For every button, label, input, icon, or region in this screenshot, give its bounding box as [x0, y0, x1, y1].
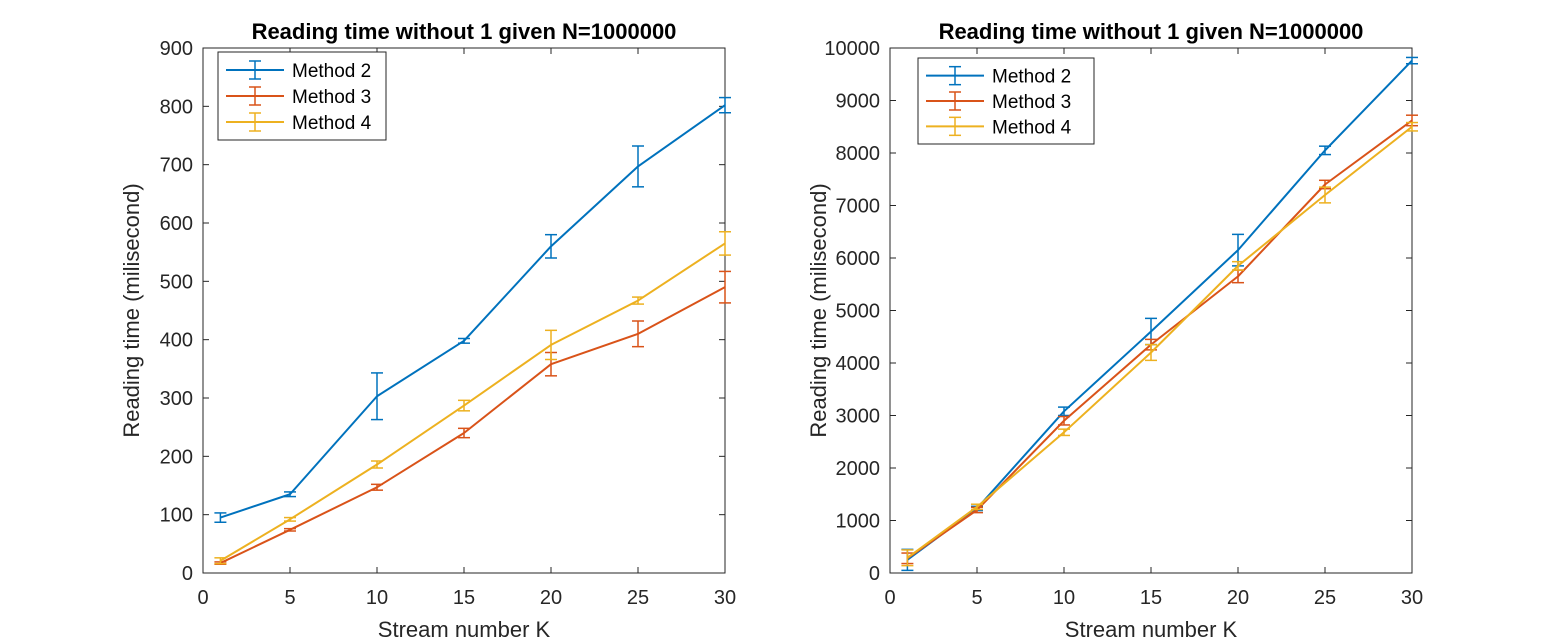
y-tick-label: 8000 — [836, 143, 881, 165]
legend-label: Method 4 — [292, 113, 372, 134]
y-tick-label: 4000 — [836, 353, 881, 375]
chart-left: 0 5 10 15 20 25 300100200300400500600700800900… — [119, 19, 736, 642]
y-tick-label: 5000 — [836, 301, 881, 323]
y-tick-label: 500 — [160, 271, 193, 293]
y-tick-label: 10000 — [824, 38, 880, 60]
y-tick-label: 800 — [160, 96, 193, 118]
legend-label: Method 2 — [292, 61, 371, 82]
x-tick-label: 15 — [453, 587, 475, 609]
x-tick-label: 30 — [714, 587, 736, 609]
y-tick-label: 200 — [160, 446, 193, 468]
x-tick-label: 5 — [284, 587, 295, 609]
x-tick-label: 0 — [197, 587, 208, 609]
legend-label: Method 2 — [992, 67, 1071, 88]
y-tick-label: 6000 — [836, 248, 881, 270]
y-axis-label: Reading time (milisecond) — [119, 183, 144, 437]
x-axis-label: Stream number K — [1065, 617, 1238, 642]
y-tick-label: 7000 — [836, 196, 881, 218]
legend-label: Method 4 — [992, 117, 1072, 138]
chart-right: 0 5 10 15 20 25 30 0 1000 2000 3000 4000 5000 6000 700… — [806, 19, 1423, 642]
y-tick-label: 9000 — [836, 91, 881, 113]
y-axis-label: Reading time (milisecond) — [806, 183, 831, 437]
y-tick-label: 700 — [160, 155, 193, 177]
y-tick-label: 600 — [160, 213, 193, 235]
chart-title: Reading time without 1 given N=1000000 — [252, 19, 677, 44]
y-tick-label: 100 — [160, 505, 193, 527]
y-tick-label: 400 — [160, 330, 193, 352]
y-tick-label: 300 — [160, 388, 193, 410]
x-tick-label: 30 — [1401, 587, 1423, 609]
chart-title: Reading time without 1 given N=1000000 — [939, 19, 1364, 44]
x-tick-label: 25 — [1314, 587, 1336, 609]
x-axis-label: Stream number K — [378, 617, 551, 642]
x-tick-label: 10 — [1053, 587, 1075, 609]
x-tick-label: 20 — [540, 587, 562, 609]
x-tick-label: 20 — [1227, 587, 1249, 609]
x-tick-label: 0 — [884, 587, 895, 609]
y-tick-label: 0 — [182, 563, 193, 585]
x-tick-label: 5 — [971, 587, 982, 609]
x-tick-label: 25 — [627, 587, 649, 609]
x-tick-label: 10 — [366, 587, 388, 609]
x-tick-label: 15 — [1140, 587, 1162, 609]
y-tick-label: 2000 — [836, 458, 881, 480]
y-tick-label: 900 — [160, 38, 193, 60]
legend-label: Method 3 — [292, 87, 371, 108]
y-tick-label: 3000 — [836, 406, 881, 428]
y-tick-label: 0 — [869, 563, 880, 585]
y-tick-label: 1000 — [836, 511, 881, 533]
legend-label: Method 3 — [992, 92, 1071, 113]
